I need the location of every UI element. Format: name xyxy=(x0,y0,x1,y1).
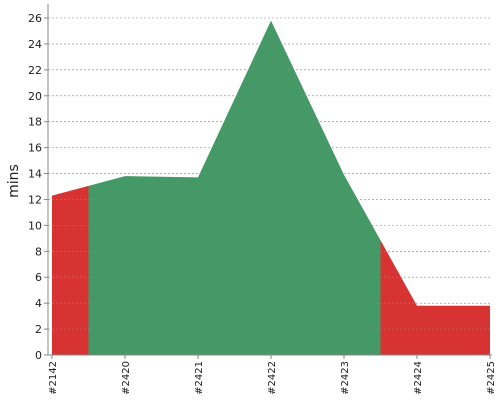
y-tick-label: 24 xyxy=(28,38,42,51)
area-segment xyxy=(380,240,454,355)
y-tick-label: 8 xyxy=(35,245,42,258)
y-tick-label: 12 xyxy=(28,193,42,206)
x-tick-label: #2424 xyxy=(413,361,424,395)
y-tick-label: 2 xyxy=(35,323,42,336)
x-tick-label: #2420 xyxy=(121,361,132,395)
area-segment xyxy=(88,176,162,355)
x-tick-label: #2425 xyxy=(486,361,497,395)
y-tick-label: 14 xyxy=(28,168,42,181)
y-tick-label: 4 xyxy=(35,297,42,310)
y-tick-label: 20 xyxy=(28,90,42,103)
area-segment xyxy=(453,305,490,355)
area-segment xyxy=(307,97,381,355)
area-segment xyxy=(234,20,308,355)
x-tick-label: #2423 xyxy=(340,361,351,395)
y-tick-label: 10 xyxy=(28,219,42,232)
y-tick-label: 26 xyxy=(28,12,42,25)
y-axis-label: mins xyxy=(6,164,22,198)
y-tick-label: 22 xyxy=(28,64,42,77)
y-tick-label: 0 xyxy=(35,349,42,362)
y-tick-label: 18 xyxy=(28,116,42,129)
x-tick-label: #2142 xyxy=(48,361,59,395)
y-tick-label: 16 xyxy=(28,142,42,155)
area-segment xyxy=(52,185,89,355)
x-tick-label: #2422 xyxy=(267,361,278,395)
x-tick-label: #2421 xyxy=(194,361,205,395)
area-segment xyxy=(161,99,235,355)
y-tick-label: 6 xyxy=(35,271,42,284)
